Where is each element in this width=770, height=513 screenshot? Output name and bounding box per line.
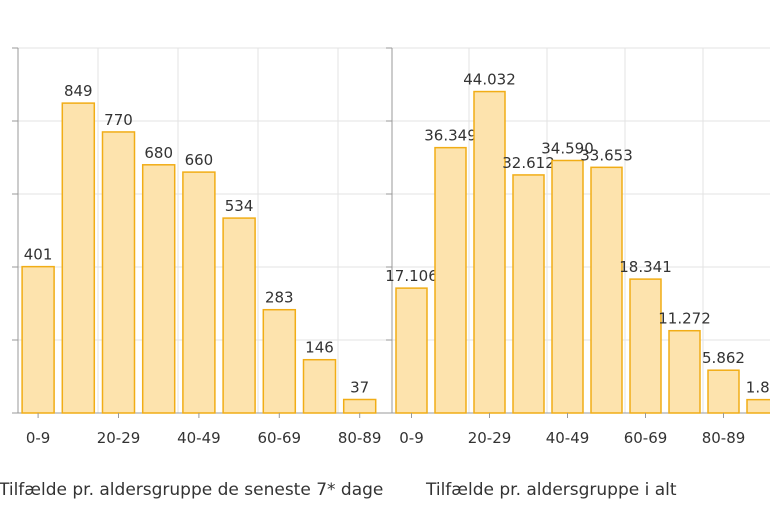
bar-value-label: 1.83 (746, 379, 770, 397)
x-tick-label: 60-69 (624, 429, 668, 447)
bar (302, 358, 337, 414)
bar (629, 278, 662, 414)
bar-value-label: 401 (24, 246, 53, 264)
bar (512, 174, 545, 414)
bar-value-label: 5.862 (702, 349, 745, 367)
x-tick-label: 60-69 (258, 429, 302, 447)
bar-value-label: 18.341 (619, 258, 672, 276)
bar-value-label: 660 (185, 151, 214, 169)
bar (551, 159, 584, 414)
bar (101, 131, 136, 414)
chart-cases-last-7-days: 401 849 770 680 660 534 283 146 37 0-9 20-29 40-49 6… (12, 47, 389, 447)
bar-value-label: 44.032 (463, 71, 516, 89)
chart-title-total: Tilfælde pr. aldersgruppe i alt (426, 480, 677, 500)
bar (222, 217, 256, 414)
bar (61, 102, 96, 414)
bar-value-label: 283 (265, 289, 294, 307)
bar (473, 90, 506, 414)
bar-value-label: 33.653 (580, 146, 633, 164)
bar (21, 265, 55, 414)
bar (182, 171, 216, 414)
chart-title-last-7-days: Tilfælde pr. aldersgruppe de seneste 7* … (0, 480, 384, 500)
bar (590, 166, 623, 414)
bar (141, 164, 176, 414)
bar (342, 398, 377, 414)
bar (707, 369, 740, 414)
x-tick-label: 40-49 (177, 429, 221, 447)
x-tick-label: 40-49 (546, 429, 590, 447)
bar-value-label: 36.349 (424, 127, 477, 145)
bar (395, 287, 428, 414)
bar (434, 146, 467, 414)
bar-value-label: 680 (144, 144, 173, 162)
bar-value-label: 770 (104, 111, 133, 129)
bar-value-label: 17.106 (385, 267, 438, 285)
x-tick-label: 0-9 (399, 429, 424, 447)
bar-value-label: 37 (350, 378, 369, 396)
x-tick-label: 80-89 (702, 429, 746, 447)
bar-value-label: 534 (225, 197, 254, 215)
bar-value-label: 146 (305, 339, 334, 357)
bar-value-label: 849 (64, 82, 93, 100)
x-tick-label: 0-9 (26, 429, 51, 447)
bar (262, 308, 297, 414)
x-tick-label: 80-89 (338, 429, 382, 447)
x-tick-label: 20-29 (97, 429, 141, 447)
bar-value-label: 11.272 (658, 310, 711, 328)
bar (668, 329, 701, 414)
x-tick-label: 20-29 (468, 429, 512, 447)
bar-value-label: 32.612 (502, 154, 555, 172)
bar-value-label: 34.590 (541, 139, 594, 157)
bar (746, 398, 770, 414)
